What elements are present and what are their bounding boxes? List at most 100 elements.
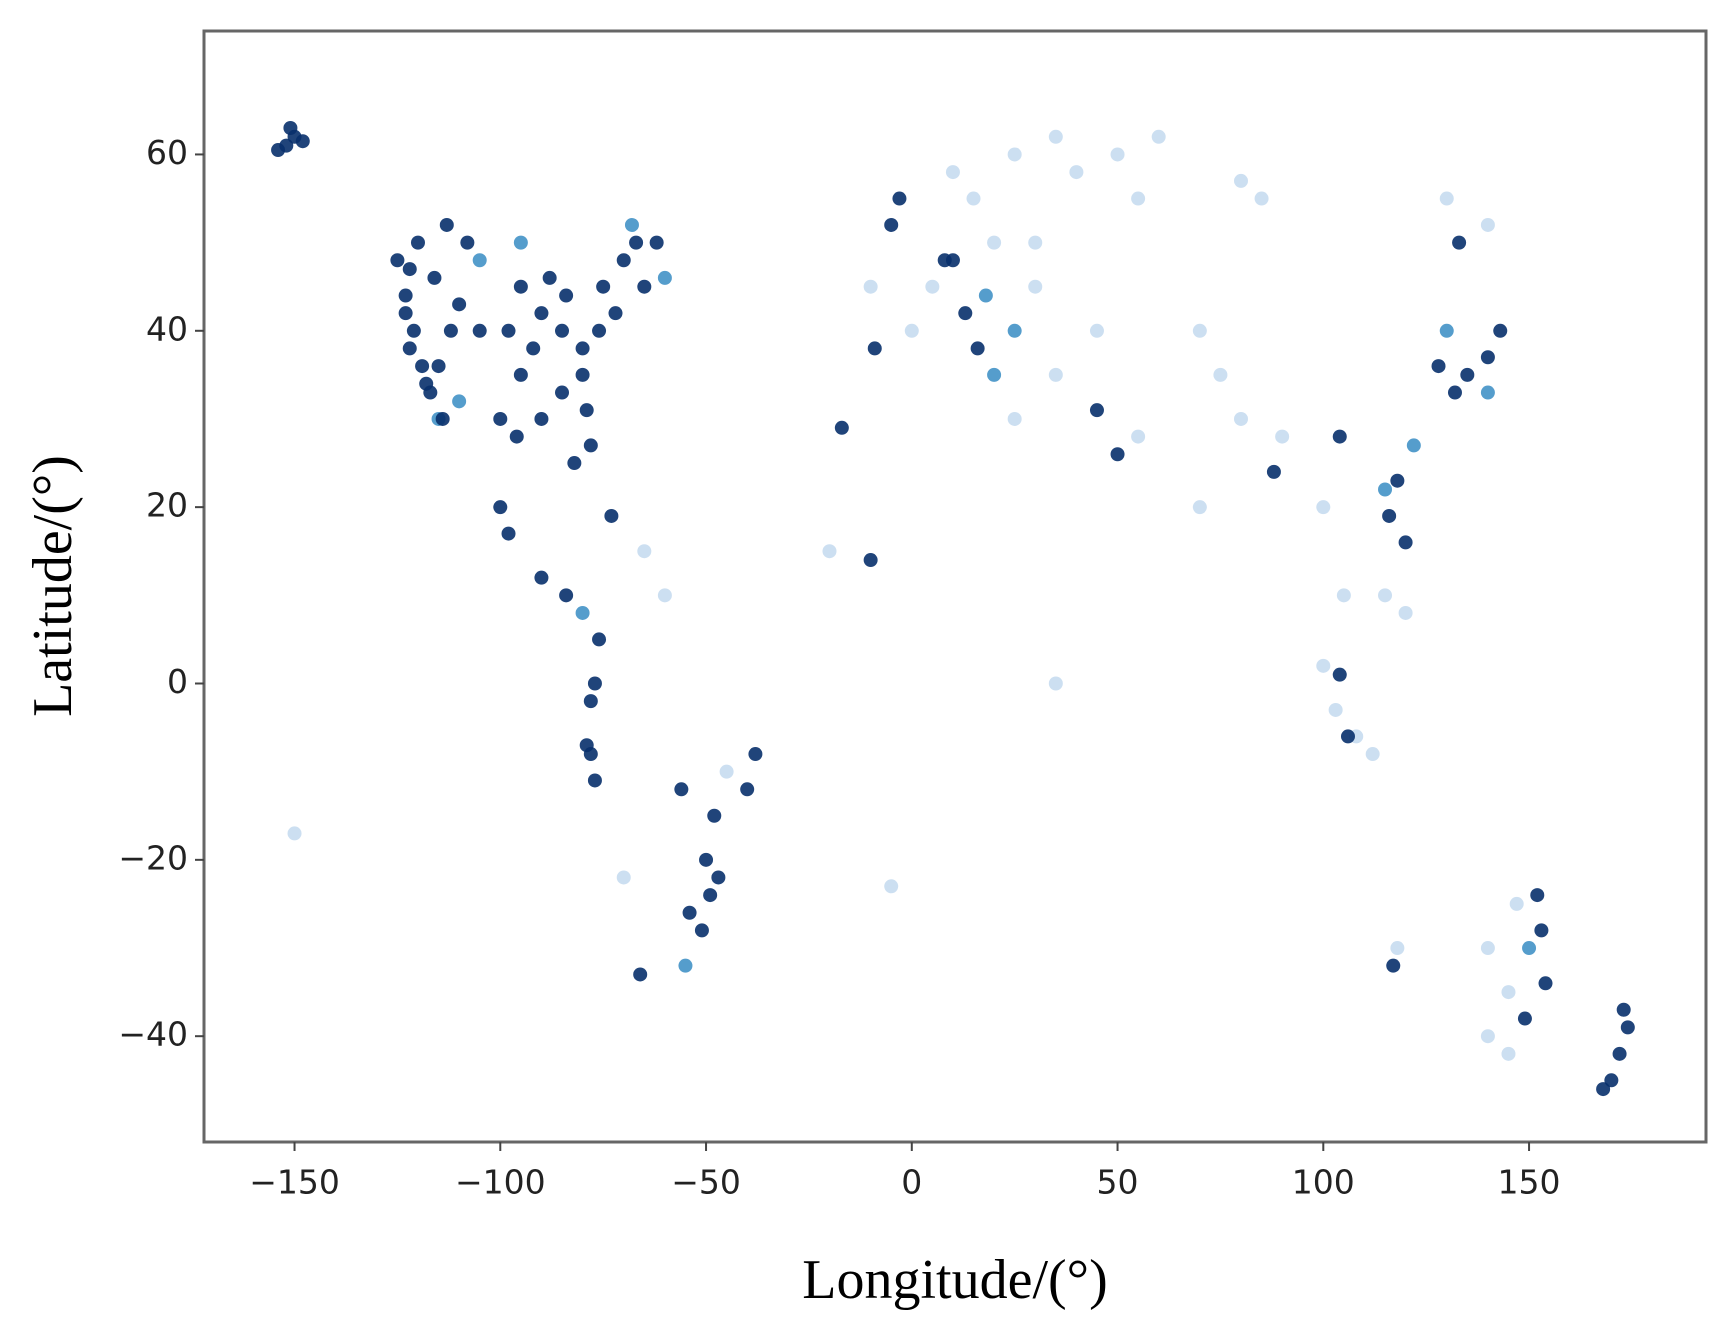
point	[1332, 429, 1347, 444]
point	[1398, 605, 1413, 620]
point	[513, 235, 528, 250]
point	[703, 888, 718, 903]
point	[575, 605, 590, 620]
point	[460, 235, 475, 250]
point	[587, 676, 602, 691]
point	[526, 341, 541, 356]
point	[937, 253, 952, 268]
point	[1365, 747, 1380, 762]
point	[579, 738, 594, 753]
point	[707, 808, 722, 823]
point	[271, 143, 286, 158]
point	[1439, 191, 1454, 206]
point	[1386, 958, 1401, 973]
point	[1406, 438, 1421, 453]
point	[1089, 323, 1104, 338]
x-tick-label: 50	[1097, 1163, 1139, 1202]
point	[1131, 191, 1146, 206]
point	[1612, 1046, 1627, 1061]
point	[1517, 1011, 1532, 1026]
point	[1538, 976, 1553, 991]
point	[555, 323, 570, 338]
point	[398, 306, 413, 321]
point	[699, 852, 714, 867]
point	[423, 385, 438, 400]
point	[1233, 173, 1248, 188]
point	[1048, 676, 1063, 691]
point	[431, 359, 446, 374]
point	[1151, 129, 1166, 144]
point	[1530, 888, 1545, 903]
point	[390, 253, 405, 268]
point	[633, 967, 648, 982]
x-tick-label: 100	[1292, 1163, 1355, 1202]
point	[1452, 235, 1467, 250]
point	[1439, 323, 1454, 338]
point	[1254, 191, 1269, 206]
point	[534, 306, 549, 321]
point	[1480, 385, 1495, 400]
point	[1110, 447, 1125, 462]
point	[410, 235, 425, 250]
point	[452, 394, 467, 409]
point	[674, 782, 689, 797]
point	[402, 262, 417, 277]
point	[1048, 129, 1063, 144]
point	[1390, 941, 1405, 956]
point	[1596, 1082, 1611, 1097]
point	[624, 217, 639, 232]
point	[1069, 165, 1084, 180]
point	[970, 341, 985, 356]
point	[925, 279, 940, 294]
point	[472, 253, 487, 268]
x-tick-label: 0	[901, 1163, 922, 1202]
point	[945, 165, 960, 180]
point	[608, 306, 623, 321]
point	[694, 923, 709, 938]
point	[575, 367, 590, 382]
point	[398, 288, 413, 303]
point	[555, 385, 570, 400]
point	[493, 500, 508, 515]
point	[1460, 367, 1475, 382]
point	[1390, 473, 1405, 488]
point	[1480, 217, 1495, 232]
point	[604, 508, 619, 523]
point	[987, 235, 1002, 250]
point	[637, 279, 652, 294]
point	[579, 403, 594, 418]
point	[567, 456, 582, 471]
point	[678, 958, 693, 973]
point	[657, 588, 672, 603]
point	[1213, 367, 1228, 382]
x-tick-label: −100	[455, 1163, 546, 1202]
point	[509, 429, 524, 444]
y-tick-label: −20	[118, 838, 188, 877]
point	[1480, 350, 1495, 365]
plot-frame	[202, 29, 1708, 1144]
x-tick-label: −150	[249, 1163, 340, 1202]
point	[863, 279, 878, 294]
point	[740, 782, 755, 797]
point	[1378, 482, 1393, 497]
point	[884, 217, 899, 232]
point	[649, 235, 664, 250]
point	[1316, 658, 1331, 673]
point	[1509, 896, 1524, 911]
point	[1275, 429, 1290, 444]
x-tick-label: −50	[671, 1163, 741, 1202]
point	[867, 341, 882, 356]
point	[616, 870, 631, 885]
y-tick-label: 60	[146, 133, 188, 172]
point	[1131, 429, 1146, 444]
point	[501, 323, 516, 338]
point	[542, 270, 557, 285]
point	[583, 438, 598, 453]
point	[435, 411, 450, 426]
point	[863, 553, 878, 568]
point	[406, 323, 421, 338]
point	[1332, 667, 1347, 682]
point	[1316, 500, 1331, 515]
point	[834, 420, 849, 435]
